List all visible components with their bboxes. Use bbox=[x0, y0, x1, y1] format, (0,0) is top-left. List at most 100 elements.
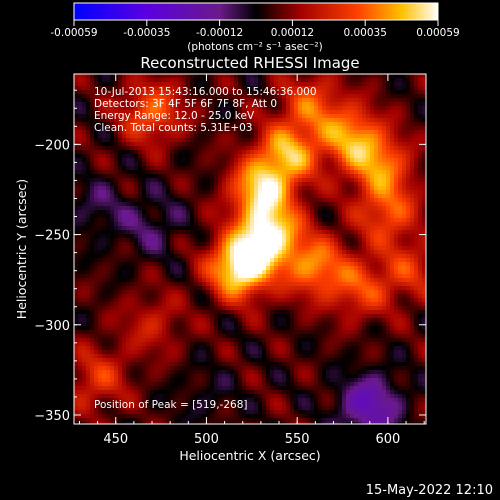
heatmap-cell bbox=[158, 306, 163, 311]
heatmap-cell bbox=[198, 402, 203, 407]
heatmap-cell bbox=[190, 110, 195, 115]
heatmap-cell bbox=[142, 234, 147, 239]
heatmap-cell bbox=[82, 326, 87, 331]
heatmap-cell bbox=[226, 106, 231, 111]
heatmap-cell bbox=[230, 90, 235, 95]
heatmap-cell bbox=[98, 270, 103, 275]
heatmap-cell bbox=[186, 122, 191, 127]
heatmap-cell bbox=[186, 242, 191, 247]
heatmap-cell bbox=[238, 410, 243, 415]
heatmap-cell bbox=[230, 298, 235, 303]
heatmap-cell bbox=[142, 186, 147, 191]
heatmap-cell bbox=[266, 350, 271, 355]
heatmap-cell bbox=[190, 410, 195, 415]
heatmap-cell bbox=[282, 198, 287, 203]
heatmap-cell bbox=[278, 182, 283, 187]
heatmap-cell bbox=[102, 198, 107, 203]
heatmap-cell bbox=[186, 294, 191, 299]
heatmap-cell bbox=[122, 310, 127, 315]
heatmap-cell bbox=[178, 138, 183, 143]
heatmap-cell bbox=[182, 186, 187, 191]
heatmap-cell bbox=[210, 210, 215, 215]
heatmap-cell bbox=[142, 262, 147, 267]
heatmap-cell bbox=[262, 118, 267, 123]
heatmap-cell bbox=[186, 394, 191, 399]
heatmap-cell bbox=[190, 94, 195, 99]
heatmap-cell bbox=[234, 218, 239, 223]
heatmap-cell bbox=[90, 166, 95, 171]
heatmap-cell bbox=[286, 150, 291, 155]
heatmap-cell bbox=[90, 306, 95, 311]
heatmap-cell bbox=[110, 214, 115, 219]
heatmap-cell bbox=[154, 178, 159, 183]
heatmap-cell bbox=[250, 338, 255, 343]
heatmap-cell bbox=[134, 74, 139, 79]
heatmap-cell bbox=[186, 378, 191, 383]
heatmap-cell bbox=[186, 334, 191, 339]
heatmap-cell bbox=[174, 142, 179, 147]
heatmap-cell bbox=[254, 166, 259, 171]
heatmap-cell bbox=[166, 414, 171, 419]
heatmap-cell bbox=[266, 286, 271, 291]
heatmap-cell bbox=[122, 394, 127, 399]
heatmap-cell bbox=[118, 202, 123, 207]
heatmap-cell bbox=[254, 222, 259, 227]
heatmap-cell bbox=[298, 166, 303, 171]
heatmap-cell bbox=[242, 74, 247, 79]
heatmap-cell bbox=[274, 178, 279, 183]
heatmap-cell bbox=[282, 346, 287, 351]
heatmap-cell bbox=[258, 274, 263, 279]
heatmap-cell bbox=[166, 118, 171, 123]
heatmap-cell bbox=[190, 310, 195, 315]
heatmap-cell bbox=[202, 222, 207, 227]
heatmap-cell bbox=[74, 354, 79, 359]
heatmap-cell bbox=[98, 354, 103, 359]
heatmap-cell bbox=[170, 166, 175, 171]
heatmap-cell bbox=[218, 146, 223, 151]
heatmap-cell bbox=[130, 282, 135, 287]
heatmap-cell bbox=[250, 250, 255, 255]
heatmap-cell bbox=[234, 414, 239, 419]
heatmap-cell bbox=[226, 122, 231, 127]
heatmap-cell bbox=[194, 410, 199, 415]
heatmap-cell bbox=[258, 182, 263, 187]
heatmap-cell bbox=[158, 182, 163, 187]
heatmap-cell bbox=[186, 190, 191, 195]
heatmap-cell bbox=[126, 218, 131, 223]
heatmap-cell bbox=[158, 414, 163, 419]
heatmap-cell bbox=[190, 278, 195, 283]
heatmap-cell bbox=[266, 142, 271, 147]
heatmap-cell bbox=[114, 338, 119, 343]
heatmap-cell bbox=[206, 258, 211, 263]
heatmap-cell bbox=[242, 142, 247, 147]
heatmap-cell bbox=[166, 382, 171, 387]
heatmap-cell bbox=[262, 418, 267, 423]
heatmap-cell bbox=[166, 238, 171, 243]
heatmap-cell bbox=[294, 358, 299, 363]
heatmap-cell bbox=[158, 214, 163, 219]
heatmap-cell bbox=[282, 410, 287, 415]
heatmap-cell bbox=[126, 130, 131, 135]
heatmap-cell bbox=[146, 310, 151, 315]
heatmap-cell bbox=[146, 346, 151, 351]
heatmap-cell bbox=[218, 118, 223, 123]
heatmap-cell bbox=[290, 362, 295, 367]
heatmap-cell bbox=[266, 294, 271, 299]
heatmap-cell bbox=[206, 278, 211, 283]
heatmap-cell bbox=[150, 406, 155, 411]
heatmap-cell bbox=[250, 422, 255, 424]
heatmap-cell bbox=[194, 286, 199, 291]
heatmap-cell bbox=[86, 102, 91, 107]
heatmap-cell bbox=[194, 354, 199, 359]
heatmap-cell bbox=[198, 274, 203, 279]
heatmap-cell bbox=[190, 170, 195, 175]
heatmap-cell bbox=[222, 162, 227, 167]
heatmap-cell bbox=[114, 106, 119, 111]
heatmap-cell bbox=[74, 154, 79, 159]
heatmap-cell bbox=[238, 338, 243, 343]
heatmap-cell bbox=[106, 190, 111, 195]
heatmap-cell bbox=[206, 346, 211, 351]
heatmap-cell bbox=[194, 386, 199, 391]
heatmap-cell bbox=[214, 134, 219, 139]
heatmap-cell bbox=[190, 102, 195, 107]
